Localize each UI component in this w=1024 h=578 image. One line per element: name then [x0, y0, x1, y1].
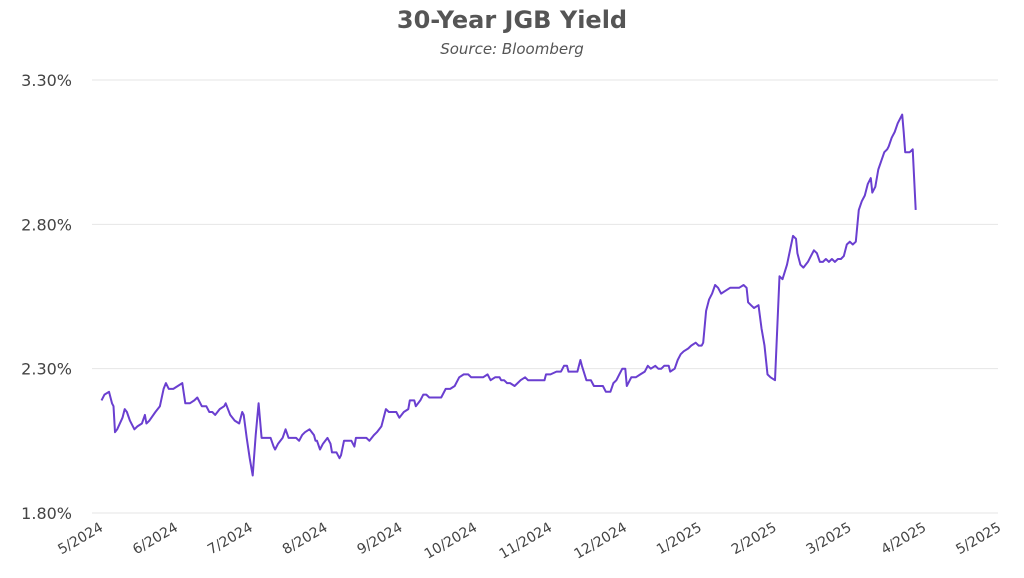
- x-tick-label: 2/2025: [729, 520, 780, 558]
- x-tick-label: 12/2024: [571, 520, 629, 563]
- x-tick-label: 9/2024: [355, 520, 406, 559]
- x-tick-label: 5/2025: [953, 520, 1004, 558]
- series-line: [100, 113, 917, 477]
- gridlines: [92, 79, 998, 514]
- series-layer: [100, 113, 917, 477]
- chart-title: 30-Year JGB Yield: [396, 6, 628, 34]
- y-tick-label: 2.80%: [21, 215, 72, 234]
- y-tick-label: 3.30%: [21, 71, 72, 90]
- y-tick-label: 2.30%: [21, 360, 72, 379]
- y-tick-label: 1.80%: [21, 504, 72, 523]
- x-tick-label: 8/2024: [280, 520, 331, 559]
- x-axis-ticks: 5/2024 6/2024 7/2024 8/2024 9/2024 10/2024 11/…: [55, 520, 1004, 563]
- x-tick-label: 3/2025: [804, 520, 855, 558]
- x-tick-label: 5/2024: [55, 520, 106, 559]
- x-tick-label: 4/2025: [879, 520, 930, 558]
- x-tick-label: 1/2025: [654, 520, 705, 558]
- x-tick-label: 11/2024: [497, 520, 555, 563]
- x-tick-label: 7/2024: [205, 520, 256, 559]
- x-tick-label: 6/2024: [130, 520, 181, 559]
- y-axis-ticks: 1.80% 2.30% 2.80% 3.30%: [21, 71, 72, 523]
- x-tick-label: 10/2024: [422, 520, 480, 563]
- chart-subtitle: Source: Bloomberg: [440, 40, 584, 58]
